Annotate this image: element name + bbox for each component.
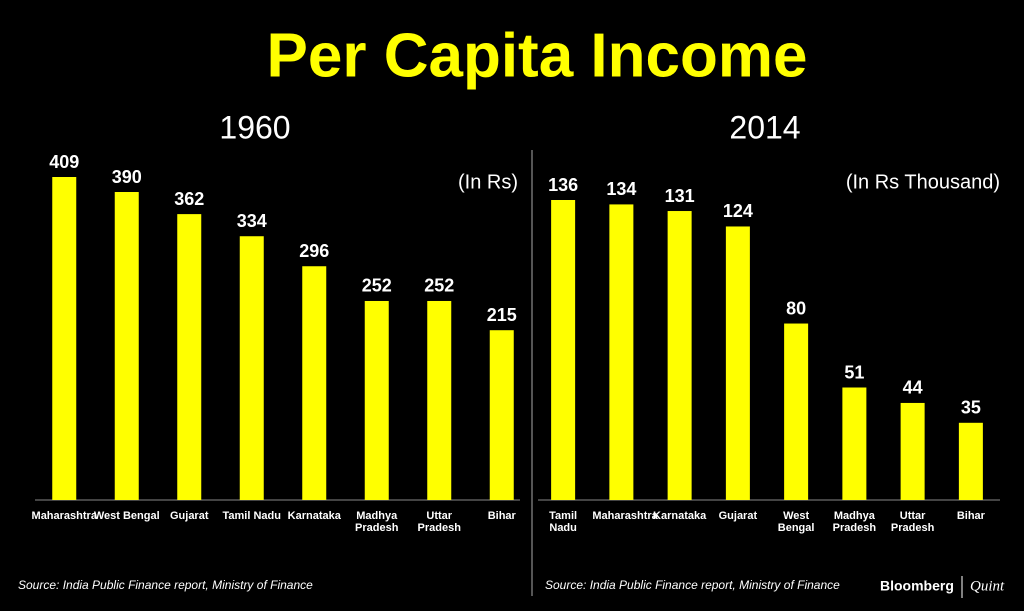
bar: [667, 211, 692, 500]
brand: Quint: [970, 578, 1005, 594]
bar: [609, 204, 634, 501]
value-label: 44: [903, 378, 923, 398]
unit-label: (In Rs): [458, 171, 518, 193]
value-label: 296: [299, 241, 329, 261]
x-tick-label: Maharashtra: [31, 510, 97, 522]
x-tick-label: Gujarat: [169, 510, 209, 522]
bar: [427, 300, 452, 500]
bar: [958, 422, 983, 500]
value-label: 252: [424, 276, 454, 296]
bar: [177, 214, 202, 500]
value-label: 334: [237, 211, 267, 231]
bar: [239, 236, 264, 500]
bar: [784, 323, 809, 500]
brand: Bloomberg: [880, 578, 954, 594]
value-label: 124: [723, 201, 753, 221]
x-tick-label: Karnataka: [287, 510, 341, 522]
bar: [302, 266, 327, 500]
value-label: 136: [548, 175, 578, 195]
bar: [551, 200, 576, 500]
value-label: 362: [174, 189, 204, 209]
x-tick-label: West Bengal: [93, 510, 160, 522]
page-title: Per Capita Income: [267, 21, 808, 90]
value-label: 51: [844, 362, 864, 382]
bar: [114, 192, 139, 500]
bar: [364, 300, 389, 500]
source: Source: India Public Finance report, Min…: [545, 578, 840, 592]
x-tick-label: Uttar Pradesh: [890, 510, 935, 534]
x-tick-label: Uttar Pradesh: [417, 510, 461, 534]
chart-subtitle: 1960: [219, 109, 290, 145]
value-label: 215: [487, 305, 517, 325]
source: Source: India Public Finance report, Min…: [18, 578, 313, 592]
value-label: 80: [786, 298, 806, 318]
bar: [725, 226, 750, 500]
x-tick-label: Karnataka: [653, 510, 707, 522]
x-tick-label: Tamil Nadu: [222, 510, 281, 522]
x-tick-label: Madhya Pradesh: [355, 510, 399, 534]
x-tick-label: Madhya Pradesh: [832, 510, 877, 534]
bar: [900, 402, 925, 500]
value-label: 390: [112, 167, 142, 187]
x-tick-label: Bihar: [956, 510, 985, 522]
unit-label: (In Rs Thousand): [846, 171, 1000, 193]
x-tick-label: Bihar: [487, 510, 516, 522]
value-label: 252: [362, 276, 392, 296]
x-tick-label: West Bengal: [777, 510, 815, 534]
bar: [842, 387, 867, 500]
bar: [52, 177, 77, 500]
x-tick-label: Maharashtra: [592, 510, 658, 522]
chart-subtitle: 2014: [729, 109, 800, 145]
value-label: 131: [665, 186, 695, 206]
bar: [489, 330, 514, 500]
value-label: 134: [606, 179, 636, 199]
x-tick-label: Tamil Nadu: [549, 510, 578, 534]
value-label: 409: [49, 152, 79, 172]
x-tick-label: Gujarat: [718, 510, 758, 522]
value-label: 35: [961, 398, 981, 418]
